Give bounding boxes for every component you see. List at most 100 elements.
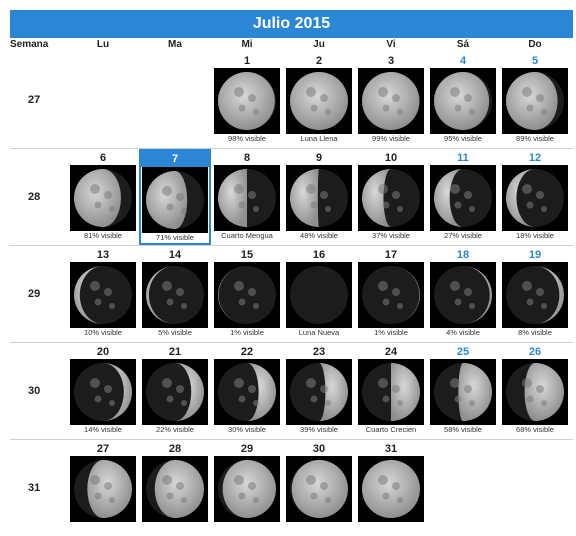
day-number: 21 [168,346,182,358]
visibility-label: Luna Llena [300,134,338,143]
day-cell[interactable]: 10 37% visible [355,149,427,245]
day-cell[interactable]: 5 89% visible [499,52,571,148]
moon-phase-icon [214,165,280,231]
visibility-label: 58% visible [444,425,482,434]
day-cell[interactable]: 31 [355,440,427,536]
moon-phase-icon [358,165,424,231]
day-cell[interactable]: 25 58% visible [427,343,499,439]
visibility-label: 27% visible [444,231,482,240]
day-cell[interactable]: 14 5% visible [139,246,211,342]
week-row: 31 27 28 29 30 31 [10,440,573,536]
week-row: 29 13 10% visible 14 5% visible 15 1% visible 1… [10,246,573,343]
visibility-label: 37% visible [372,231,410,240]
day-cell[interactable]: 29 [211,440,283,536]
weekday-header: Semana Lu Ma Mi Ju Vi Sá Do [10,38,573,52]
day-number: 12 [528,152,542,164]
week-row: 30 20 14% visible 21 22% visible 22 30% visibl… [10,343,573,440]
calendar-grid: 27 1 98% visible 2 Luna Llena 3 99% visible 4 95… [10,52,573,536]
day-cell[interactable]: 8 Cuarto Mengua [211,149,283,245]
moon-phase-icon [286,262,352,328]
day-number: 22 [240,346,254,358]
moon-phase-icon [70,456,136,522]
day-cell[interactable]: 21 22% visible [139,343,211,439]
visibility-label: 48% visible [300,231,338,240]
day-number: 10 [384,152,398,164]
day-cell[interactable]: 11 27% visible [427,149,499,245]
moon-phase-icon [430,262,496,328]
moon-phase-icon [214,359,280,425]
header-lu: Lu [96,39,110,50]
day-cell[interactable]: 12 18% visible [499,149,571,245]
moon-phase-icon [430,165,496,231]
day-cell[interactable]: 13 10% visible [67,246,139,342]
header-sa: Sá [456,39,470,50]
day-cell[interactable]: 6 81% visible [67,149,139,245]
moon-phase-icon [142,456,208,522]
moon-phase-icon [70,165,136,231]
day-number: 3 [387,55,395,67]
day-number: 18 [456,249,470,261]
moon-phase-icon [358,262,424,328]
visibility-label: 1% visible [374,328,408,337]
calendar-title: Julio 2015 [10,10,573,38]
visibility-label: 68% visible [516,425,554,434]
moon-phase-icon [430,68,496,134]
day-number: 23 [312,346,326,358]
day-number: 28 [168,443,182,455]
visibility-label: 8% visible [518,328,552,337]
day-number: 2 [315,55,323,67]
week-number: 31 [28,482,41,494]
day-number: 17 [384,249,398,261]
visibility-label: 30% visible [228,425,266,434]
day-cell[interactable]: 19 8% visible [499,246,571,342]
visibility-label: 18% visible [516,231,554,240]
moon-phase-icon [286,456,352,522]
visibility-label [355,522,427,532]
day-cell[interactable]: 17 1% visible [355,246,427,342]
visibility-label: 14% visible [84,425,122,434]
empty-cell [67,52,139,148]
day-cell[interactable]: 18 4% visible [427,246,499,342]
visibility-label: 71% visible [156,233,194,242]
moon-phase-icon [70,262,136,328]
day-cell[interactable]: 30 [283,440,355,536]
visibility-label [67,522,139,532]
moon-phase-icon [70,359,136,425]
day-cell[interactable]: 4 95% visible [427,52,499,148]
day-cell[interactable]: 22 30% visible [211,343,283,439]
week-number: 29 [28,288,41,300]
day-cell[interactable]: 16 Luna Nueva [283,246,355,342]
day-cell[interactable]: 28 [139,440,211,536]
day-number: 13 [96,249,110,261]
day-cell[interactable]: 27 [67,440,139,536]
header-mi: Mi [241,39,253,50]
moon-calendar: Julio 2015 Semana Lu Ma Mi Ju Vi Sá Do 2… [10,10,573,536]
visibility-label: 4% visible [446,328,480,337]
moon-phase-icon [502,262,568,328]
day-cell[interactable]: 20 14% visible [67,343,139,439]
header-week: Semana [10,39,49,50]
moon-phase-icon [286,359,352,425]
day-cell[interactable]: 26 68% visible [499,343,571,439]
day-number: 7 [141,151,209,167]
visibility-label: 10% visible [84,328,122,337]
day-number: 19 [528,249,542,261]
day-cell[interactable]: 9 48% visible [283,149,355,245]
visibility-label: 22% visible [156,425,194,434]
day-cell[interactable]: 24 Cuarto Crecien [355,343,427,439]
moon-phase-icon [358,456,424,522]
day-number: 20 [96,346,110,358]
day-cell[interactable]: 3 99% visible [355,52,427,148]
moon-phase-icon [214,262,280,328]
day-cell[interactable]: 23 39% visible [283,343,355,439]
header-do: Do [528,39,542,50]
moon-phase-icon [286,68,352,134]
visibility-label [211,522,283,532]
day-cell[interactable]: 15 1% visible [211,246,283,342]
day-cell[interactable]: 7 71% visible [139,149,211,245]
moon-phase-icon [502,68,568,134]
day-number: 26 [528,346,542,358]
visibility-label [283,522,355,532]
day-cell[interactable]: 2 Luna Llena [283,52,355,148]
